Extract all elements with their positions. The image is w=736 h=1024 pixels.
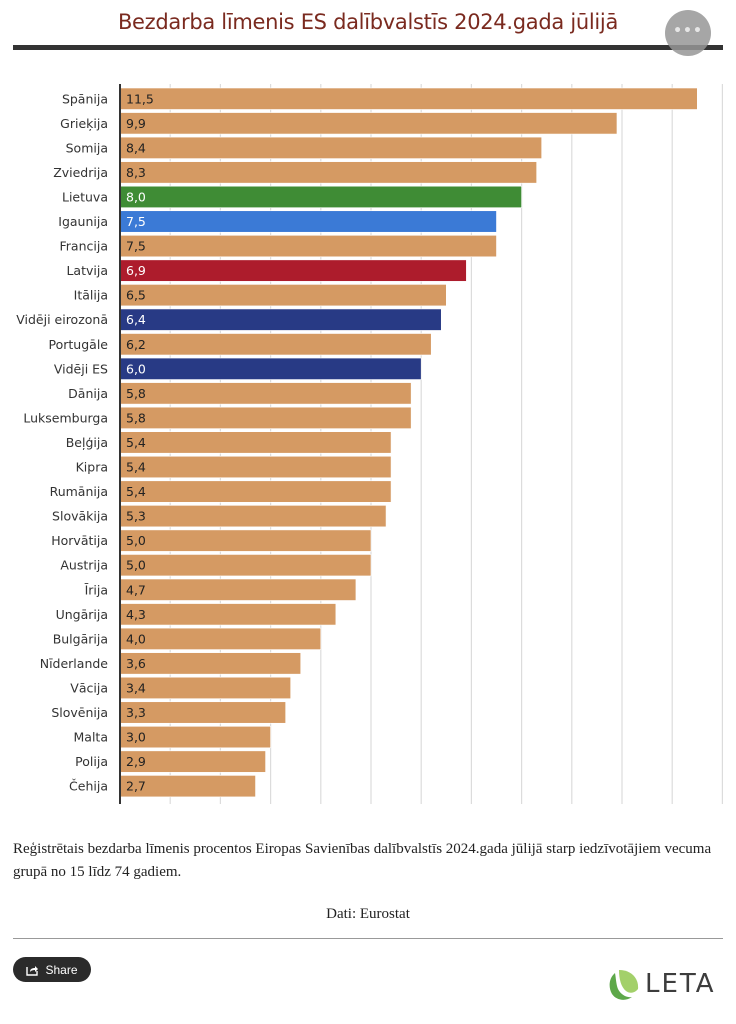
category-label: Malta [74,730,108,745]
bar[interactable] [119,382,412,405]
value-label: 5,0 [126,533,146,548]
category-label: Īrija [85,582,108,597]
bar[interactable] [119,357,422,380]
bar[interactable] [119,406,412,429]
category-label: Slovākija [52,509,108,524]
value-label: 6,9 [126,263,146,278]
value-label: 2,9 [126,754,146,769]
value-label: 3,4 [126,680,146,695]
value-label: 2,7 [126,779,146,794]
category-label: Rumānija [50,484,108,499]
value-label: 4,3 [126,607,146,622]
value-label: 5,3 [126,509,146,524]
value-label: 8,0 [126,189,146,204]
category-label: Lietuva [62,189,108,204]
bar[interactable] [119,431,392,454]
category-label: Nīderlande [40,656,109,671]
bar[interactable] [119,308,442,331]
logo-text: LETA [645,969,716,999]
value-label: 3,3 [126,705,146,720]
share-label: Share [45,962,78,977]
bar[interactable] [119,87,698,110]
bar[interactable] [119,333,432,356]
value-label: 8,4 [126,140,146,155]
value-label: 6,5 [126,288,146,303]
category-label: Bulgārija [53,631,108,646]
category-label: Vidēji ES [54,361,108,376]
category-label: Ungārija [56,607,108,622]
bar[interactable] [119,235,497,258]
category-label: Dānija [68,386,108,401]
category-label: Portugāle [49,337,109,352]
value-label: 5,8 [126,410,146,425]
bar[interactable] [119,578,357,601]
category-label: Čehija [69,779,108,794]
value-label: 3,6 [126,656,146,671]
share-button[interactable]: Share [13,957,91,982]
chart-title: Bezdarba līmenis ES dalībvalstīs 2024.ga… [117,10,619,34]
category-label: Zviedrija [53,165,108,180]
bar[interactable] [119,480,392,503]
category-label: Latvija [66,263,108,278]
value-label: 4,7 [126,582,146,597]
footer-divider [13,938,723,939]
category-label: Horvātija [51,533,108,548]
value-label: 5,4 [126,435,146,450]
bar[interactable] [119,161,537,184]
value-label: 4,0 [126,631,146,646]
category-label: Vidēji eirozonā [16,312,108,327]
value-label: 3,0 [126,730,146,745]
bar[interactable] [119,185,522,208]
category-label: Slovēnija [51,705,108,720]
value-label: 5,4 [126,484,146,499]
bar[interactable] [119,284,447,307]
bar[interactable] [119,505,387,528]
value-label: 5,8 [126,386,146,401]
value-label: 6,2 [126,337,146,352]
category-label: Vācija [70,680,108,695]
category-label: Austrija [60,558,108,573]
value-label: 5,4 [126,460,146,475]
category-label: Grieķija [60,116,108,131]
share-icon [26,965,39,976]
category-label: Beļģija [66,435,108,450]
value-label: 7,5 [126,239,146,254]
bar[interactable] [119,603,337,626]
category-label: Somija [66,140,108,155]
data-source: Dati: Eurostat [326,906,410,922]
category-label: Polija [75,754,108,769]
category-label: Kipra [76,460,108,475]
title-divider [13,45,723,50]
value-label: 11,5 [126,91,154,106]
category-label: Igaunija [58,214,108,229]
value-label: 9,9 [126,116,146,131]
value-label: 5,0 [126,558,146,573]
category-label: Luksemburga [23,410,108,425]
bar[interactable] [119,455,392,479]
leta-logo-icon [609,970,639,1000]
bar[interactable] [119,259,467,282]
bar[interactable] [119,627,322,650]
more-horizontal-icon: ••• [673,23,703,39]
category-label: Itālija [74,288,108,303]
value-label: 8,3 [126,165,146,180]
bar[interactable] [119,652,302,675]
value-label: 7,5 [126,214,146,229]
value-label: 6,0 [126,361,146,376]
bar[interactable] [119,210,497,233]
chart-caption: Reģistrētais bezdarba līmenis procentos … [13,841,712,880]
bar[interactable] [119,112,618,135]
bar[interactable] [119,529,372,552]
more-options-button[interactable]: ••• [665,10,711,56]
value-label: 6,4 [126,312,146,327]
category-label: Francija [60,239,108,254]
category-label: Spānija [62,91,108,106]
bar[interactable] [119,554,372,577]
bar-chart: Spānija 11,5 Grieķija 9,9 Somija 8,4 Zviedrija… [16,84,724,804]
leta-logo[interactable]: LETA [607,967,716,1001]
bar[interactable] [119,136,542,159]
